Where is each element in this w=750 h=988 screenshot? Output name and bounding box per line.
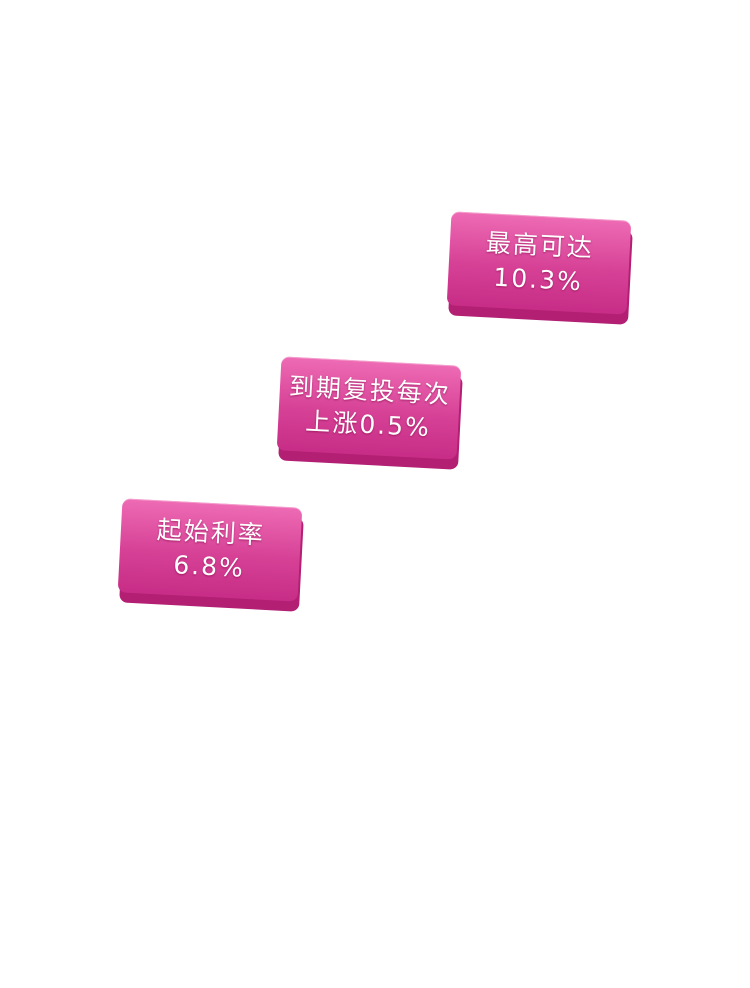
max-rate-value: 10.3%	[492, 262, 584, 297]
starting-rate-value: 6.8%	[172, 550, 246, 583]
max-rate-badge-face: 最高可达 10.3%	[446, 211, 632, 315]
starting-rate-badge-face: 起始利率 6.8%	[117, 498, 303, 602]
starting-rate-label: 起始利率	[156, 515, 266, 550]
reinvest-increase-badge-face: 到期复投每次 上涨0.5%	[276, 356, 462, 460]
max-rate-label: 最高可达	[485, 228, 595, 263]
starting-rate-badge: 起始利率 6.8%	[117, 498, 304, 612]
reinvest-increase-badge: 到期复投每次 上涨0.5%	[276, 356, 463, 470]
max-rate-badge: 最高可达 10.3%	[446, 211, 633, 325]
reinvest-increase-value: 上涨0.5%	[304, 406, 432, 443]
